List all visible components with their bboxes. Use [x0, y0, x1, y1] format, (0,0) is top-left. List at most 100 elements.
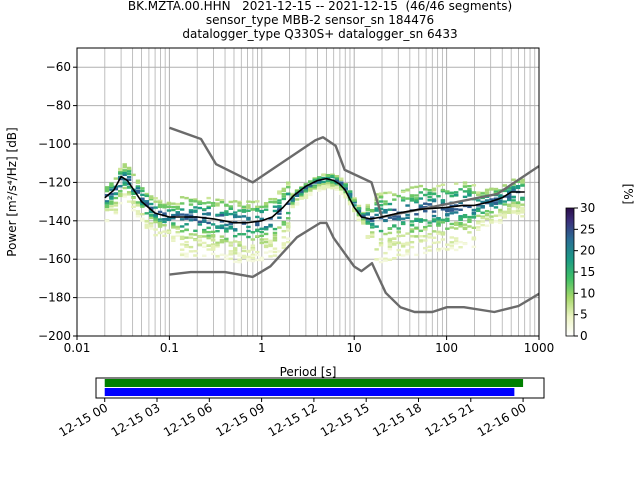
histogram-cell — [250, 231, 256, 234]
histogram-cell — [193, 233, 198, 236]
histogram-cell — [250, 200, 256, 204]
histogram-cell — [263, 251, 269, 254]
histogram-cell — [255, 250, 260, 254]
histogram-cell — [489, 204, 494, 207]
histogram-cell — [453, 182, 459, 185]
histogram-cell — [418, 204, 424, 207]
histogram-cell — [149, 198, 154, 201]
histogram-cell — [511, 199, 516, 202]
histogram-cell — [502, 203, 508, 206]
histogram-cell — [400, 242, 406, 246]
histogram-cell — [241, 245, 247, 249]
histogram-cell — [378, 244, 384, 247]
histogram-cell — [122, 163, 127, 166]
histogram-cell — [206, 234, 211, 237]
histogram-cell — [259, 230, 264, 234]
histogram-cell — [520, 203, 525, 206]
histogram-cell — [493, 214, 499, 217]
availability-tick-label: 12-15 00 — [56, 400, 110, 439]
histogram-cell — [436, 218, 441, 221]
histogram-cell — [193, 254, 198, 257]
histogram-cell — [272, 197, 278, 201]
histogram-cell — [480, 223, 485, 227]
histogram-cell — [392, 257, 397, 260]
histogram-cell — [122, 183, 127, 186]
histogram-cell — [286, 229, 291, 232]
histogram-cell — [188, 236, 194, 239]
histogram-cell — [228, 225, 233, 228]
histogram-cell — [476, 204, 481, 207]
histogram-cell — [334, 175, 340, 178]
histogram-cell — [215, 225, 220, 228]
histogram-cell — [400, 196, 406, 199]
histogram-cell — [515, 184, 521, 188]
histogram-cell — [347, 193, 353, 196]
y-tick-label: −160 — [38, 252, 71, 266]
histogram-cell — [259, 234, 264, 238]
histogram-cell — [171, 205, 176, 209]
colorbar-tick-label: 5 — [580, 308, 588, 322]
histogram-cell — [453, 242, 459, 245]
histogram-cell — [436, 184, 441, 188]
histogram-cell — [281, 236, 287, 239]
histogram-cell — [449, 244, 454, 247]
histogram-cell — [440, 183, 446, 187]
histogram-cell — [405, 252, 410, 256]
histogram-cell — [171, 202, 176, 205]
histogram-cell — [162, 234, 167, 238]
histogram-cell — [445, 190, 450, 193]
colorbar-tick-label: 20 — [580, 244, 595, 258]
histogram-cell — [184, 240, 189, 244]
histogram-cell — [281, 229, 287, 233]
histogram-cell — [471, 226, 477, 230]
histogram-cell — [122, 181, 127, 184]
histogram-cell — [489, 220, 494, 224]
histogram-cell — [498, 189, 503, 192]
histogram-cell — [502, 184, 508, 187]
histogram-cell — [219, 224, 225, 227]
histogram-cell — [193, 200, 198, 203]
histogram-cell — [502, 216, 508, 219]
histogram-cell — [272, 209, 278, 213]
histogram-cell — [286, 202, 291, 205]
histogram-cell — [263, 226, 269, 229]
availability-tick-label: 12-15 06 — [161, 400, 215, 439]
histogram-cell — [414, 217, 419, 221]
histogram-cell — [149, 195, 154, 198]
histogram-cell — [436, 224, 441, 227]
histogram-cell — [135, 191, 141, 194]
histogram-cell — [237, 244, 242, 247]
histogram-cell — [153, 197, 158, 200]
histogram-cell — [511, 201, 516, 205]
histogram-cell — [126, 200, 132, 203]
histogram-cell — [197, 201, 203, 205]
histogram-cell — [520, 178, 525, 182]
histogram-cell — [330, 181, 335, 184]
histogram-cell — [378, 192, 384, 195]
histogram-cell — [343, 196, 348, 199]
histogram-cell — [219, 240, 225, 244]
histogram-cell — [255, 258, 260, 262]
histogram-cell — [467, 188, 472, 191]
histogram-cell — [122, 173, 127, 177]
histogram-cell — [250, 247, 256, 250]
histogram-cell — [400, 254, 406, 257]
histogram-cell — [179, 237, 185, 240]
histogram-cell — [330, 187, 335, 190]
histogram-cell — [418, 229, 424, 233]
histogram-cell — [175, 230, 180, 234]
histogram-cell — [440, 233, 446, 236]
histogram-cell — [449, 194, 454, 198]
histogram-cell — [387, 231, 393, 235]
histogram-cell — [171, 222, 176, 225]
histogram-cell — [294, 189, 300, 193]
histogram-cell — [126, 185, 132, 189]
histogram-cell — [140, 193, 145, 197]
histogram-cell — [498, 194, 503, 197]
histogram-cell — [237, 215, 242, 218]
x-tick-label: 0.01 — [64, 341, 91, 355]
histogram-cell — [277, 216, 282, 219]
histogram-cell — [162, 224, 167, 227]
histogram-cell — [162, 206, 167, 209]
histogram-cell — [286, 217, 291, 220]
